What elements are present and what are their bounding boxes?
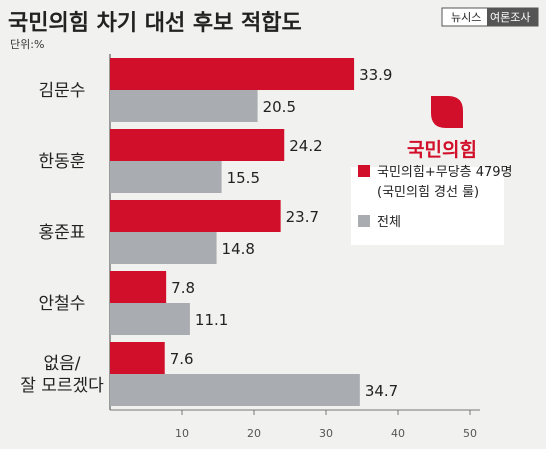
- bar-total: [110, 232, 217, 264]
- bar-value-label: 24.2: [289, 137, 322, 155]
- bar-party: [110, 200, 281, 232]
- unit-label: 단위:%: [10, 38, 44, 51]
- source-badge-part2: 여론조사: [490, 11, 530, 24]
- bar-total: [110, 374, 360, 406]
- bar-value-label: 15.5: [227, 169, 260, 187]
- party-logo: 국민의힘: [407, 96, 477, 161]
- x-tick-label: 30: [319, 427, 333, 440]
- category-label: 김문수: [39, 81, 86, 101]
- party-logo-mark-icon: [431, 96, 463, 128]
- x-tick-label: 50: [463, 427, 477, 440]
- bar-value-label: 7.6: [170, 350, 194, 368]
- x-tick-label: 10: [175, 427, 189, 440]
- bar-total: [110, 90, 258, 122]
- chart-title: 국민의힘 차기 대선 후보 적합도: [8, 10, 302, 36]
- source-badge-part1: 뉴시스: [451, 11, 481, 24]
- bar-value-label: 11.1: [195, 311, 228, 329]
- bar-value-label: 23.7: [286, 208, 319, 226]
- bar-party: [110, 58, 355, 90]
- party-logo-text: 국민의힘: [407, 139, 477, 161]
- category-label: 한동훈: [39, 152, 86, 172]
- bar-total: [110, 161, 222, 193]
- bar-party: [110, 342, 165, 374]
- x-tick-label: 40: [391, 427, 405, 440]
- category-label: 안철수: [39, 294, 86, 314]
- bar-total: [110, 303, 190, 335]
- legend: 국민의힘+무당층 479명 (국민의힘 경선 룰) 전체: [351, 165, 513, 245]
- legend-swatch-total: [358, 215, 370, 227]
- bar-value-label: 33.9: [359, 66, 392, 84]
- bars: 33.9 20.5 24.2 15.5 23.7 14.8 7.811.1 7.6 34.7: [110, 58, 398, 406]
- legend-label: 전체: [377, 215, 401, 230]
- legend-swatch-party: [358, 165, 370, 177]
- category-label: 없음/잘 모르겠다: [20, 354, 104, 396]
- bar-party: [110, 129, 285, 161]
- x-axis-ticks: 10 20 30 40 50: [175, 410, 477, 440]
- legend-frame: [351, 167, 504, 245]
- legend-label: 국민의힘+무당층 479명 (국민의힘 경선 룰): [377, 165, 513, 200]
- bar-value-label: 7.8: [171, 279, 195, 297]
- bar-party: [110, 271, 167, 303]
- source-badge-dark: [487, 8, 538, 26]
- bar-value-label: 34.7: [365, 382, 398, 400]
- source-badge: 뉴시스 여론조사: [441, 7, 539, 27]
- x-tick-label: 20: [247, 427, 261, 440]
- bar-value-label: 14.8: [222, 240, 255, 258]
- bar-value-label: 20.5: [263, 98, 296, 116]
- category-label: 홍준표: [39, 223, 86, 243]
